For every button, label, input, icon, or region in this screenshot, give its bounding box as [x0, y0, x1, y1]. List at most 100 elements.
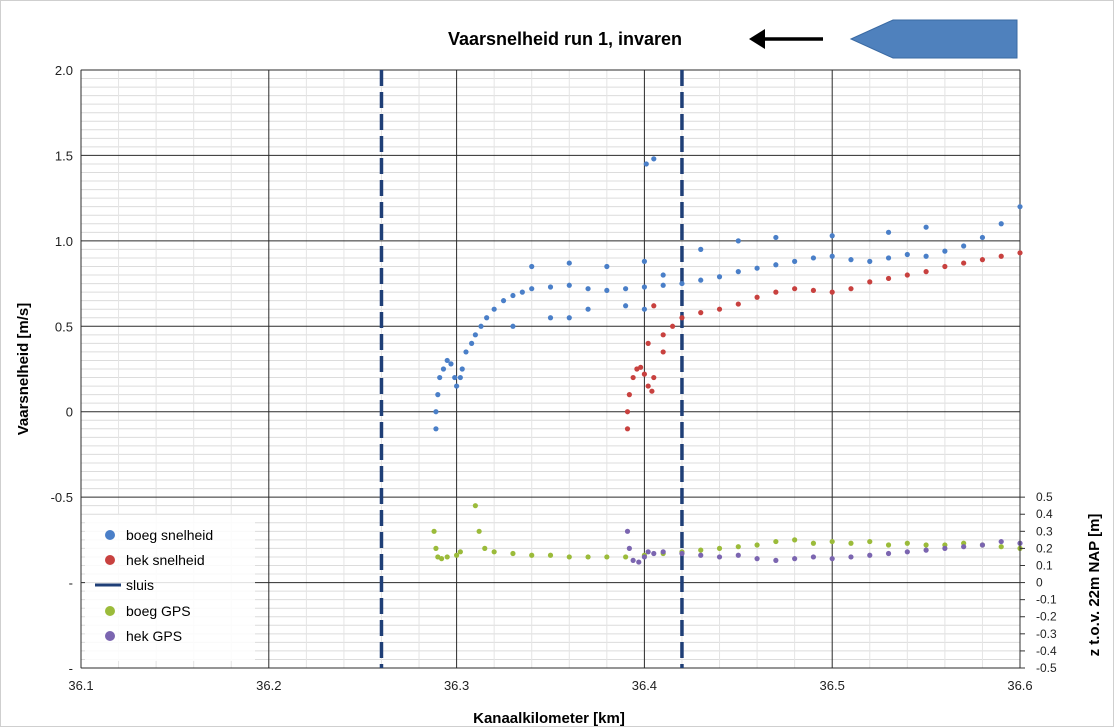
point-boeg-snelheid [643, 161, 649, 167]
point-hek-gps [735, 552, 741, 558]
point-hek-snelheid [679, 315, 685, 321]
point-boeg-snelheid [735, 269, 741, 275]
point-boeg-gps [829, 538, 835, 545]
point-boeg-snelheid [679, 280, 685, 287]
point-hek-snelheid [624, 426, 631, 432]
point-hek-gps [942, 545, 948, 552]
point-boeg-snelheid [585, 286, 591, 292]
point-hek-snelheid [641, 371, 648, 377]
legend-label-hek-gps: hek GPS [126, 628, 182, 644]
point-hek-snelheid [660, 349, 666, 355]
point-boeg-gps [454, 552, 460, 558]
point-hek-snelheid [792, 286, 798, 292]
point-boeg-snelheid [641, 284, 648, 290]
y2-tick-label: 0.1 [1036, 558, 1053, 572]
point-boeg-gps [510, 550, 516, 557]
point-boeg-gps [431, 528, 437, 534]
point-boeg-snelheid [829, 233, 835, 239]
point-boeg-snelheid [452, 374, 458, 381]
y2-tick-label: 0.3 [1036, 524, 1053, 538]
point-hek-snelheid [810, 287, 817, 294]
point-boeg-snelheid [885, 255, 892, 261]
point-boeg-snelheid [885, 229, 892, 235]
data-points [431, 156, 1023, 565]
legend-item-boeg-gps: boeg GPS [105, 603, 191, 619]
point-hek-gps [679, 550, 685, 557]
point-boeg-gps [491, 549, 497, 555]
point-boeg-snelheid [716, 274, 723, 280]
point-boeg-snelheid [754, 265, 760, 271]
point-boeg-snelheid [810, 255, 817, 261]
point-hek-gps [645, 549, 651, 555]
point-hek-snelheid [848, 286, 854, 292]
point-boeg-snelheid [660, 272, 666, 278]
point-hek-gps [660, 549, 666, 555]
y2-tick-label: 0.2 [1036, 541, 1053, 555]
point-boeg-gps [433, 545, 439, 552]
legend-item-hek-gps: hek GPS [105, 628, 182, 644]
point-boeg-snelheid [457, 374, 463, 381]
point-hek-gps [698, 552, 704, 558]
y-tick-label: 0 [66, 405, 73, 420]
point-hek-snelheid [942, 263, 948, 270]
point-boeg-snelheid [566, 260, 572, 266]
y2-tick-label: 0.5 [1036, 490, 1053, 504]
point-hek-snelheid [754, 294, 760, 300]
y-tick-label: 1.0 [55, 234, 73, 249]
y-tick-label: -0.5 [51, 490, 73, 505]
legend-label-sluis: sluis [126, 577, 154, 593]
point-boeg-gps [457, 549, 463, 555]
y2-tick-label: -0.2 [1036, 610, 1057, 624]
point-boeg-snelheid [491, 306, 497, 312]
point-hek-snelheid [1017, 250, 1023, 256]
point-hek-snelheid [645, 340, 651, 346]
point-hek-snelheid [716, 306, 723, 312]
point-boeg-gps [867, 538, 873, 545]
point-boeg-snelheid [773, 234, 779, 241]
point-boeg-gps [585, 554, 591, 560]
point-hek-gps [885, 550, 892, 557]
point-boeg-gps [529, 552, 535, 558]
point-boeg-snelheid [519, 289, 525, 295]
point-boeg-snelheid [998, 221, 1004, 227]
x-tick-label: 36.5 [820, 678, 845, 693]
x-tick-label: 36.1 [68, 678, 93, 693]
y2-tick-label: -0.4 [1036, 644, 1057, 658]
point-boeg-snelheid [484, 315, 490, 321]
point-boeg-snelheid [604, 287, 610, 294]
y2-tick-label: 0.4 [1036, 507, 1053, 521]
point-boeg-snelheid [641, 306, 648, 312]
point-hek-gps [998, 538, 1004, 545]
point-boeg-snelheid [848, 257, 854, 263]
point-hek-gps [754, 556, 760, 562]
ship-bow-icon [849, 19, 1018, 59]
point-boeg-snelheid [604, 263, 610, 270]
point-boeg-gps [998, 544, 1004, 550]
point-boeg-snelheid [585, 306, 591, 312]
point-hek-gps [904, 549, 910, 555]
point-hek-gps [716, 554, 723, 560]
axes: 36.1 36.2 36.3 36.4 36.5 36.62.01.51.00.50-0.… [51, 63, 1057, 693]
point-boeg-snelheid [735, 238, 741, 244]
point-boeg-snelheid [660, 282, 666, 288]
point-boeg-snelheid [444, 357, 450, 364]
legend: boeg snelheid hek snelheid sluis boeg GP… [85, 515, 255, 661]
point-hek-gps [810, 554, 817, 560]
point-boeg-snelheid [435, 392, 441, 398]
y-axis-title: Vaarsnelheid [m/s] [15, 303, 32, 436]
point-hek-snelheid [923, 269, 929, 275]
point-hek-snelheid [660, 332, 666, 338]
point-boeg-snelheid [923, 253, 929, 259]
y2-axis-title: z t.o.v. 22m NAP [m] [1086, 514, 1103, 657]
point-hek-snelheid [630, 374, 636, 381]
point-hek-gps [979, 542, 986, 548]
chart-title: Vaarsnelheid run 1, invaren [448, 29, 682, 49]
point-hek-snelheid [867, 279, 873, 285]
point-hek-gps [848, 554, 854, 560]
point-boeg-snelheid [942, 248, 948, 254]
point-boeg-snelheid [566, 282, 572, 288]
point-hek-snelheid [626, 392, 632, 398]
x-tick-label: 36.4 [632, 678, 657, 693]
point-boeg-gps [604, 554, 610, 560]
legend-item-sluis: sluis [95, 577, 154, 593]
